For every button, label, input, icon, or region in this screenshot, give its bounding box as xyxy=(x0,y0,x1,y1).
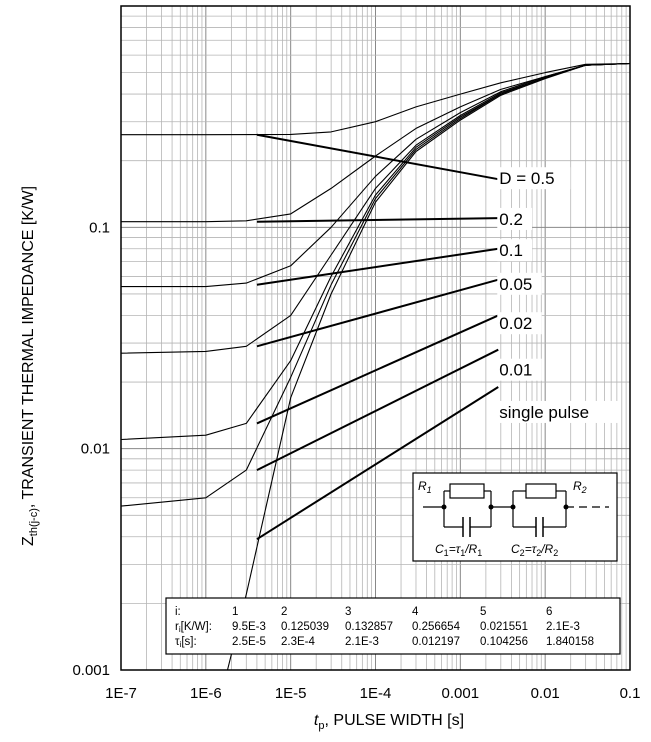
y-tick-label: 0.1 xyxy=(89,219,110,236)
series-label-background xyxy=(497,312,542,335)
series-label-0: D = 0.5 xyxy=(499,169,554,188)
series-guide-line-5 xyxy=(256,348,499,472)
parameters-table-frame xyxy=(165,597,621,655)
curve-layer xyxy=(120,62,631,671)
table-cell: 0.132857 xyxy=(345,621,393,633)
series-label-background xyxy=(497,400,619,423)
series-label-background xyxy=(497,239,533,262)
series-label-3: 0.05 xyxy=(499,275,532,294)
series-guide-line-1 xyxy=(256,217,499,223)
series-label-background xyxy=(497,358,542,381)
series-label-background xyxy=(497,207,533,230)
table-cell: 2.1E-3 xyxy=(546,621,580,633)
series-curve-5 xyxy=(120,62,631,507)
r1-label: R1 xyxy=(418,479,432,495)
series-label-2: 0.1 xyxy=(499,241,523,260)
x-tick-label: 1E-4 xyxy=(360,685,392,702)
resistor-r1 xyxy=(449,483,485,499)
rc-circuit-inset: R1 R2 C1=τ1/R1 C2=τ2/R2 xyxy=(412,472,618,562)
table-cell: 2.1E-3 xyxy=(345,636,379,648)
circuit-node xyxy=(510,504,516,510)
series-guide-line-0 xyxy=(256,133,499,181)
table-row-label: ri[K/W]: xyxy=(175,621,212,634)
series-guide-line-4 xyxy=(256,314,499,425)
series-guide-line-2 xyxy=(256,247,499,286)
series-label-layer: D = 0.5 0.2 0.1 0.05 0.02 0.01 single pulse xyxy=(497,167,619,423)
table-header-cell: i: xyxy=(175,606,181,618)
y-axis-title: Zth(j-c), TRANSIENT THERMAL IMPEDANCE [K… xyxy=(20,186,40,546)
table-cell: 0.256654 xyxy=(412,621,461,633)
guide-layer xyxy=(256,133,499,541)
y-tick-label: 0.001 xyxy=(72,662,110,679)
series-label-4: 0.02 xyxy=(499,314,532,333)
x-tick-label: 0.001 xyxy=(442,685,480,702)
table-cell: 0.021551 xyxy=(480,621,528,633)
x-tick-label: 1E-5 xyxy=(275,685,307,702)
r2-label: R2 xyxy=(573,479,587,495)
table-header-cell: 2 xyxy=(281,606,287,618)
parameters-table: i: 1 2 3 4 5 6 ri[K/W]: 9.5E-3 0.125039 0.132857 0.… xyxy=(165,597,621,655)
table-header-cell: 6 xyxy=(546,606,552,618)
table-cell: 2.5E-5 xyxy=(232,636,266,648)
table-cell: 2.3E-4 xyxy=(281,636,315,648)
series-label-background xyxy=(497,272,542,295)
series-label-6: single pulse xyxy=(499,403,589,422)
axis-tick-labels: 1E-7 1E-6 1E-5 1E-4 0.001 0.01 0.1 0.001 0.01 0.1 xyxy=(72,219,640,702)
series-guide-line-3 xyxy=(256,278,499,348)
table-cell: 0.104256 xyxy=(480,636,528,648)
table-row-label: τi[s]: xyxy=(175,636,197,649)
x-axis-title: tp, PULSE WIDTH [s] xyxy=(314,712,464,732)
circuit-node xyxy=(441,504,447,510)
table-header-cell: 5 xyxy=(480,606,486,618)
table-cell: 0.012197 xyxy=(412,636,460,648)
table-cell: 9.5E-3 xyxy=(232,621,266,633)
x-tick-label: 1E-7 xyxy=(105,685,137,702)
x-tick-label: 0.1 xyxy=(620,685,641,702)
series-label-5: 0.01 xyxy=(499,361,532,380)
series-curve-2 xyxy=(121,62,631,288)
series-curve-0 xyxy=(121,62,631,136)
circuit-frame xyxy=(412,472,618,562)
table-header-cell: 3 xyxy=(345,606,351,618)
table-header-cell: 1 xyxy=(232,606,238,618)
table-cell: 0.125039 xyxy=(281,621,329,633)
series-curve-6 xyxy=(226,62,631,671)
resistor-r2 xyxy=(525,483,557,499)
table-cell: 1.840158 xyxy=(546,636,594,648)
x-tick-label: 0.01 xyxy=(531,685,560,702)
series-label-background xyxy=(497,167,571,190)
series-guide-line-6 xyxy=(256,386,499,541)
table-header-cell: 4 xyxy=(412,606,419,618)
c2-formula: C2=τ2/R2 xyxy=(511,542,558,558)
x-tick-label: 1E-6 xyxy=(190,685,222,702)
c1-formula: C1=τ1/R1 xyxy=(435,542,482,558)
plot-frame xyxy=(120,5,631,671)
series-label-1: 0.2 xyxy=(499,210,523,229)
y-tick-label: 0.01 xyxy=(81,441,110,458)
